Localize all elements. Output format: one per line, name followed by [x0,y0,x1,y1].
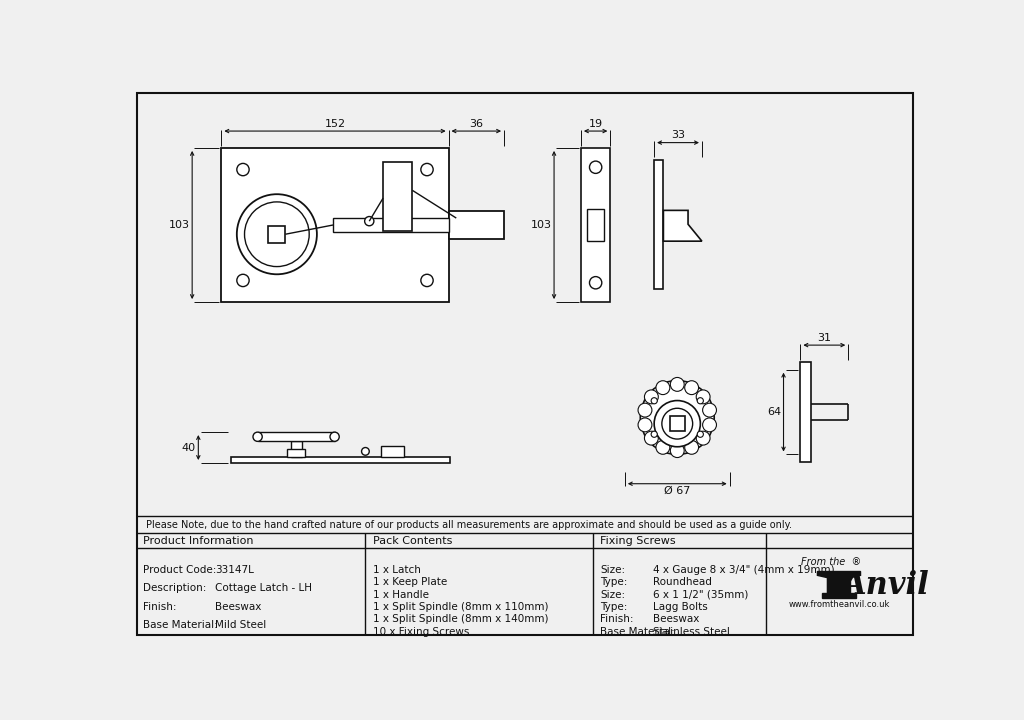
Circle shape [253,432,262,441]
Text: 36: 36 [469,119,483,129]
Bar [287,449,305,456]
Circle shape [656,441,670,454]
Text: 1 x Handle: 1 x Handle [373,590,429,600]
Circle shape [361,448,370,455]
Text: Beeswax: Beeswax [215,602,262,612]
Bar [801,362,811,462]
Circle shape [590,161,602,174]
Text: Mild Steel: Mild Steel [215,621,266,631]
Circle shape [651,397,657,404]
Text: Base Material:: Base Material: [143,621,218,631]
Text: 33147L: 33147L [215,565,254,575]
Bar [333,218,449,232]
Text: 40: 40 [182,443,196,453]
Text: 152: 152 [325,119,345,129]
Text: Finish:: Finish: [143,602,176,612]
Circle shape [365,217,374,226]
Text: 103: 103 [530,220,552,230]
Circle shape [696,431,710,445]
Bar [581,148,610,302]
Bar [258,432,335,441]
Text: Type:: Type: [600,602,628,612]
Circle shape [654,400,700,446]
Circle shape [651,431,657,437]
Text: Base Material:: Base Material: [600,626,675,636]
Text: Product Code:: Product Code: [143,565,216,575]
Text: 4 x Gauge 8 x 3/4" (4mm x 19mm): 4 x Gauge 8 x 3/4" (4mm x 19mm) [652,565,835,575]
Bar [268,226,286,243]
Circle shape [237,163,249,176]
Text: 1 x Split Spindle (8mm x 140mm): 1 x Split Spindle (8mm x 140mm) [373,614,549,624]
Circle shape [702,403,717,417]
Circle shape [671,444,684,457]
Text: Pack Contents: Pack Contents [373,536,453,546]
Text: Ø 67: Ø 67 [665,486,690,496]
Circle shape [640,381,714,454]
Polygon shape [664,210,701,241]
Text: Lagg Bolts: Lagg Bolts [652,602,708,612]
Polygon shape [822,593,856,598]
Circle shape [237,194,316,274]
Text: 10 x Fixing Screws: 10 x Fixing Screws [373,626,469,636]
Text: Size:: Size: [600,590,626,600]
Circle shape [245,202,309,266]
Circle shape [237,274,249,287]
Text: 33: 33 [671,130,685,140]
Circle shape [656,381,670,395]
Text: 1 x Keep Plate: 1 x Keep Plate [373,577,447,588]
Text: 19: 19 [589,119,603,129]
Text: 1 x Latch: 1 x Latch [373,565,421,575]
Circle shape [644,431,658,445]
Circle shape [697,397,703,404]
Text: 103: 103 [169,220,189,230]
Text: Cottage Latch - LH: Cottage Latch - LH [215,583,312,593]
Text: From the  ®: From the ® [801,557,861,567]
Text: Beeswax: Beeswax [652,614,699,624]
Circle shape [638,403,652,417]
Bar [230,456,451,463]
Circle shape [330,432,339,441]
Circle shape [696,390,710,404]
Bar [587,209,604,241]
Text: Roundhead: Roundhead [652,577,712,588]
Text: 64: 64 [767,407,781,417]
Text: 6 x 1 1/2" (35mm): 6 x 1 1/2" (35mm) [652,590,748,600]
Text: Size:: Size: [600,565,626,575]
Text: Finish:: Finish: [600,614,634,624]
Text: Type:: Type: [600,577,628,588]
Text: www.fromtheanvil.co.uk: www.fromtheanvil.co.uk [788,600,890,609]
Circle shape [671,377,684,391]
Bar [381,446,403,456]
Text: 1 x Split Spindle (8mm x 110mm): 1 x Split Spindle (8mm x 110mm) [373,602,549,612]
Circle shape [421,274,433,287]
Text: Stainless Steel: Stainless Steel [652,626,729,636]
Circle shape [590,276,602,289]
Circle shape [702,418,717,432]
Text: 31: 31 [817,333,831,343]
Circle shape [638,418,652,432]
Polygon shape [817,572,860,593]
Circle shape [685,441,698,454]
Circle shape [685,381,698,395]
Circle shape [421,163,433,176]
Bar [449,211,504,239]
Bar [291,441,301,456]
Text: Anvil: Anvil [843,570,930,601]
Text: Please Note, due to the hand crafted nature of our products all measurements are: Please Note, due to the hand crafted nat… [146,520,792,529]
Text: Description:: Description: [143,583,206,593]
Bar [670,416,685,431]
Bar [654,160,664,289]
Circle shape [697,431,703,437]
Circle shape [662,408,692,439]
Bar [383,162,413,231]
Text: Fixing Screws: Fixing Screws [600,536,676,546]
Bar [221,148,449,302]
Circle shape [644,390,658,404]
Text: Product Information: Product Information [143,536,253,546]
